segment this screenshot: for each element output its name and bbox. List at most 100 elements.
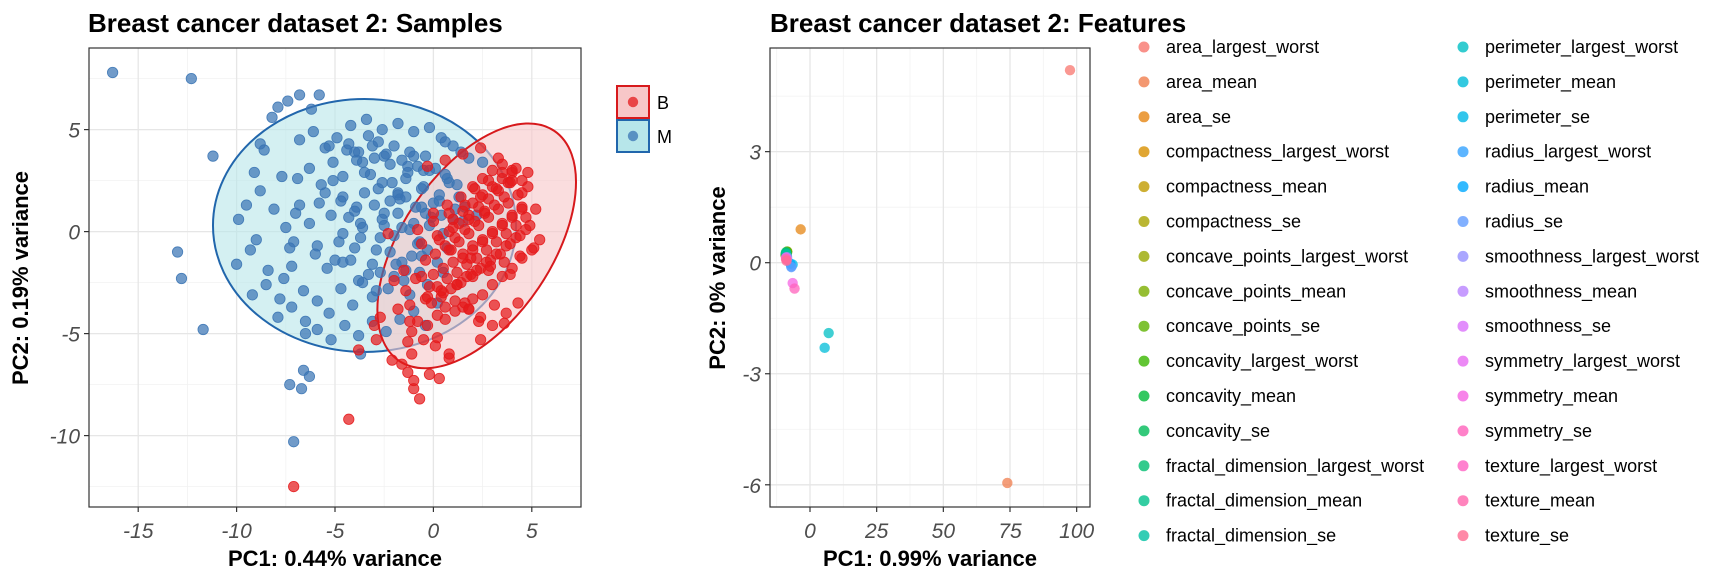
legend-label: symmetry_mean bbox=[1485, 386, 1618, 407]
legend-key bbox=[1457, 41, 1469, 53]
point-M bbox=[323, 307, 335, 319]
legend-key bbox=[1138, 76, 1150, 88]
point-M bbox=[293, 199, 306, 211]
legend-label-M: M bbox=[657, 127, 672, 147]
x-tick-label: -5 bbox=[326, 520, 345, 543]
legend-label: compactness_largest_worst bbox=[1166, 142, 1389, 163]
point-M bbox=[337, 228, 349, 240]
point-M bbox=[331, 132, 343, 144]
point-M bbox=[305, 103, 317, 115]
samples-title: Breast cancer dataset 2: Samples bbox=[88, 8, 503, 38]
point-B bbox=[429, 248, 441, 260]
point-B bbox=[476, 289, 489, 301]
point-B bbox=[402, 366, 414, 378]
point-B bbox=[449, 295, 461, 307]
x-tick-label: 50 bbox=[932, 520, 956, 543]
point-M bbox=[299, 315, 312, 327]
point-M bbox=[244, 244, 256, 256]
legend-label: area_mean bbox=[1166, 72, 1257, 93]
point-M bbox=[392, 117, 404, 130]
point-M bbox=[400, 172, 412, 185]
point-B bbox=[288, 480, 300, 493]
point-M bbox=[284, 378, 296, 391]
features-y-ticks: -6 -3 0 3 bbox=[742, 142, 770, 498]
point-M bbox=[303, 217, 316, 230]
point-B bbox=[520, 223, 532, 236]
legend-point-B bbox=[627, 96, 639, 108]
point-B bbox=[496, 219, 508, 232]
feature-point-texture_se bbox=[781, 255, 792, 267]
point-M bbox=[254, 185, 266, 197]
point-M bbox=[272, 311, 284, 323]
point-M bbox=[339, 319, 351, 332]
point-M bbox=[175, 272, 188, 285]
point-M bbox=[284, 242, 296, 254]
point-M bbox=[303, 162, 316, 174]
point-M bbox=[311, 323, 323, 336]
point-B bbox=[400, 285, 412, 297]
point-B bbox=[467, 270, 479, 283]
legend-label: concavity_largest_worst bbox=[1166, 351, 1358, 372]
point-M bbox=[390, 258, 402, 270]
point-M bbox=[278, 272, 290, 285]
point-B bbox=[374, 311, 386, 323]
point-B bbox=[402, 336, 414, 348]
legend-key bbox=[1457, 250, 1469, 262]
point-B bbox=[439, 301, 451, 313]
feature-point-perimeter_mean bbox=[819, 342, 830, 354]
point-M bbox=[313, 89, 325, 101]
point-M bbox=[286, 260, 298, 272]
point-M bbox=[423, 121, 436, 134]
point-M bbox=[349, 242, 361, 254]
point-M bbox=[396, 221, 408, 234]
legend-label: concavity_se bbox=[1166, 421, 1270, 442]
point-M bbox=[376, 213, 388, 225]
point-B bbox=[530, 203, 542, 215]
point-B bbox=[486, 319, 499, 332]
point-M bbox=[248, 166, 260, 179]
point-B bbox=[447, 221, 459, 234]
point-M bbox=[368, 199, 380, 211]
point-M bbox=[353, 146, 365, 158]
x-tick-label: 0 bbox=[428, 520, 440, 543]
point-B bbox=[396, 358, 408, 370]
point-B bbox=[492, 152, 504, 164]
y-tick-label: 3 bbox=[749, 142, 761, 165]
point-B bbox=[343, 413, 355, 425]
point-M bbox=[349, 205, 361, 217]
point-M bbox=[299, 327, 312, 340]
point-B bbox=[406, 348, 418, 360]
features-title: Breast cancer dataset 2: Features bbox=[770, 8, 1186, 38]
y-tick-label: -10 bbox=[50, 426, 81, 449]
point-B bbox=[368, 319, 380, 332]
point-M bbox=[286, 301, 298, 313]
point-M bbox=[404, 146, 416, 158]
point-M bbox=[293, 134, 306, 146]
legend-label: concave_points_largest_worst bbox=[1166, 246, 1408, 267]
point-M bbox=[276, 170, 288, 183]
legend-label: perimeter_largest_worst bbox=[1485, 37, 1678, 58]
legend-key bbox=[1457, 355, 1469, 367]
point-M bbox=[392, 207, 404, 219]
legend-label: concave_points_se bbox=[1166, 316, 1320, 337]
point-M bbox=[353, 330, 365, 342]
point-M bbox=[307, 126, 319, 138]
point-M bbox=[358, 187, 371, 199]
feature-point-perimeter_largest_worst bbox=[823, 327, 834, 339]
point-B bbox=[504, 177, 516, 189]
features-y-axis-label: PC2: 0% variance bbox=[705, 186, 730, 369]
point-M bbox=[398, 274, 410, 287]
samples-y-axis-label: PC2: 0.19% variance bbox=[8, 171, 33, 385]
feature-point-area_mean bbox=[1002, 477, 1013, 489]
x-tick-label: -15 bbox=[123, 520, 154, 543]
point-M bbox=[354, 232, 367, 244]
point-M bbox=[376, 124, 388, 136]
legend-label: compactness_se bbox=[1166, 212, 1301, 233]
point-M bbox=[232, 213, 245, 225]
point-B bbox=[437, 262, 449, 274]
x-tick-label: 0 bbox=[804, 520, 816, 543]
point-B bbox=[433, 372, 445, 385]
x-tick-label: 75 bbox=[998, 520, 1022, 543]
point-M bbox=[412, 160, 424, 172]
legend-label: concavity_mean bbox=[1166, 386, 1296, 407]
